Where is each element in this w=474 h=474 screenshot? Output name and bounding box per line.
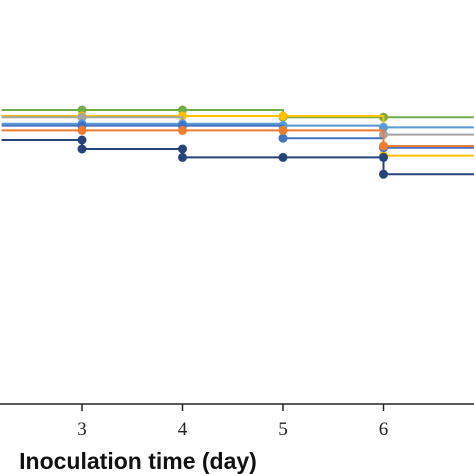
data-point-series-7 — [379, 169, 388, 179]
x-axis-ticks: 3 4 5 6 — [77, 404, 388, 440]
series-line-6 — [1, 129, 474, 147]
data-point-series-2 — [178, 111, 187, 121]
x-tick-label: 5 — [278, 419, 288, 440]
data-point-series-7 — [178, 152, 187, 162]
data-point-series-6 — [379, 141, 388, 151]
x-tick-label: 3 — [77, 419, 87, 440]
data-point-series-7 — [178, 144, 187, 154]
series-line-2 — [1, 115, 474, 157]
data-point-series-7 — [77, 135, 87, 145]
data-point-series-2 — [278, 111, 288, 121]
data-point-series-6 — [278, 125, 288, 135]
data-point-series-6 — [77, 125, 87, 135]
data-point-series-7 — [278, 152, 288, 162]
x-tick-label: 6 — [379, 419, 389, 440]
data-point-series-5 — [278, 133, 288, 143]
data-point-series-7 — [379, 152, 388, 162]
data-point-series-7 — [77, 144, 87, 154]
data-point-series-6 — [178, 125, 187, 135]
series-line-5 — [1, 124, 474, 149]
series-layer — [1, 105, 474, 179]
data-point-series-3 — [77, 112, 87, 122]
x-tick-label: 4 — [178, 419, 188, 440]
x-axis-title: Inoculation time (day) — [19, 448, 257, 474]
